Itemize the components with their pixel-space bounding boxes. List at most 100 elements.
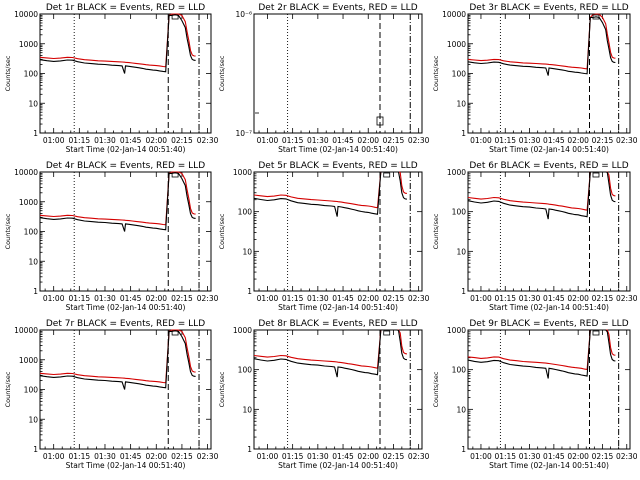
y-tick-label: 10	[242, 247, 252, 256]
y-tick-label: 1	[461, 445, 466, 454]
y-tick-label: 1	[247, 445, 252, 454]
y-tick-label: 100	[24, 386, 39, 395]
spike-marker	[592, 172, 600, 178]
x-tick-label: 01:00	[257, 136, 279, 145]
x-tick-label: 02:00	[357, 294, 379, 303]
y-tick-label: 1000	[19, 356, 38, 365]
y-tick-label: 1000	[19, 40, 38, 49]
y-tick-label: 1	[461, 287, 466, 296]
y-tick-label: 1000	[447, 168, 466, 177]
series-events	[253, 171, 407, 217]
empty-data-marker	[376, 116, 384, 126]
y-tick-label: 1	[33, 129, 38, 138]
x-tick-label: 01:30	[519, 136, 541, 145]
x-tick-label: 01:30	[307, 452, 329, 461]
y-tick-label: 10000	[14, 168, 38, 177]
x-tick-label: 02:30	[408, 136, 430, 145]
y-axis-label: Counts/sec	[4, 213, 12, 249]
series-lld	[253, 329, 407, 369]
x-tick-label: 01:15	[69, 452, 91, 461]
panel-det-1r: Det 1r BLACK = Events, RED = LLD 01:00 01:…	[4, 3, 219, 154]
x-tick-label: 01:45	[332, 452, 354, 461]
series-events	[39, 330, 196, 390]
spike-marker	[171, 14, 179, 20]
y-tick-label: 1	[461, 129, 466, 138]
y-tick-label: 1	[247, 287, 252, 296]
x-axis-label: Start Time (02-Jan-14 00:51:40)	[66, 461, 186, 470]
y-tick-label: 100	[452, 366, 467, 375]
x-tick-label: 02:15	[592, 136, 614, 145]
x-tick-label: 01:15	[69, 136, 91, 145]
y-tick-label: 10⁻⁷	[235, 129, 252, 138]
x-tick-label: 02:00	[145, 294, 167, 303]
x-tick-label: 02:15	[383, 136, 405, 145]
x-axis-label: Start Time (02-Jan-14 00:51:40)	[489, 145, 609, 154]
x-tick-label: 02:15	[171, 294, 193, 303]
x-tick-label: 01:15	[494, 294, 516, 303]
panel-title: Det 4r BLACK = Events, RED = LLD	[46, 161, 205, 171]
x-tick-label: 01:45	[543, 294, 565, 303]
x-tick-label: 02:15	[592, 294, 614, 303]
series-lld	[39, 329, 196, 384]
y-tick-label: 100	[238, 208, 253, 217]
plot-frame	[39, 13, 212, 134]
series-lld	[467, 171, 616, 211]
y-tick-label: 100	[24, 228, 39, 237]
y-tick-label: 1000	[447, 326, 466, 335]
x-tick-label: 01:00	[43, 136, 65, 145]
x-tick-label: 02:30	[616, 136, 638, 145]
x-tick-label: 02:15	[171, 136, 193, 145]
x-tick-label: 02:30	[616, 294, 638, 303]
x-axis-label: Start Time (02-Jan-14 00:51:40)	[489, 303, 609, 312]
x-tick-label: 02:30	[408, 294, 430, 303]
panel-title: Det 3r BLACK = Events, RED = LLD	[469, 3, 628, 13]
x-tick-label: 01:45	[120, 136, 142, 145]
x-tick-label: 01:30	[94, 294, 116, 303]
spike-marker	[171, 172, 179, 178]
x-tick-label: 02:00	[567, 452, 589, 461]
x-tick-label: 01:30	[519, 294, 541, 303]
x-tick-label: 01:45	[332, 136, 354, 145]
x-tick-label: 02:00	[567, 294, 589, 303]
panel-title: Det 6r BLACK = Events, RED = LLD	[469, 161, 628, 171]
panel-title: Det 1r BLACK = Events, RED = LLD	[46, 3, 205, 13]
series-lld	[39, 13, 196, 68]
x-axis-label: Start Time (02-Jan-14 00:51:40)	[278, 303, 398, 312]
y-tick-label: 10	[456, 99, 466, 108]
x-tick-label: 02:30	[197, 452, 219, 461]
y-tick-label: 1	[33, 287, 38, 296]
x-tick-label: 01:30	[519, 452, 541, 461]
y-axis-label: Counts/sec	[218, 55, 226, 91]
x-tick-label: 02:15	[383, 294, 405, 303]
x-tick-label: 02:30	[408, 452, 430, 461]
x-tick-label: 01:15	[282, 294, 304, 303]
y-tick-label: 100	[238, 366, 253, 375]
series-events	[467, 329, 616, 379]
panel-det-7r: Det 7r BLACK = Events, RED = LLD 01:00 01:…	[4, 319, 219, 470]
y-tick-label: 100	[24, 70, 39, 79]
x-tick-label: 01:00	[257, 294, 279, 303]
y-tick-label: 1	[33, 445, 38, 454]
series-events	[467, 171, 616, 220]
x-tick-label: 02:00	[567, 136, 589, 145]
series-lld	[467, 329, 616, 371]
y-tick-label: 10	[28, 257, 38, 266]
spike-marker	[592, 330, 600, 336]
x-tick-label: 01:15	[282, 452, 304, 461]
y-axis-label: Counts/sec	[432, 371, 440, 407]
plot-frame	[467, 171, 631, 292]
y-tick-label: 10000	[14, 326, 38, 335]
y-tick-label: 10000	[14, 10, 38, 19]
y-axis-label: Counts/sec	[432, 213, 440, 249]
x-axis-label: Start Time (02-Jan-14 00:51:40)	[278, 145, 398, 154]
y-axis-label: Counts/sec	[4, 371, 12, 407]
y-tick-label: 1000	[233, 168, 252, 177]
series-lld	[467, 13, 616, 70]
x-tick-label: 01:00	[257, 452, 279, 461]
y-tick-label: 100	[452, 208, 467, 217]
x-tick-label: 01:00	[470, 452, 492, 461]
